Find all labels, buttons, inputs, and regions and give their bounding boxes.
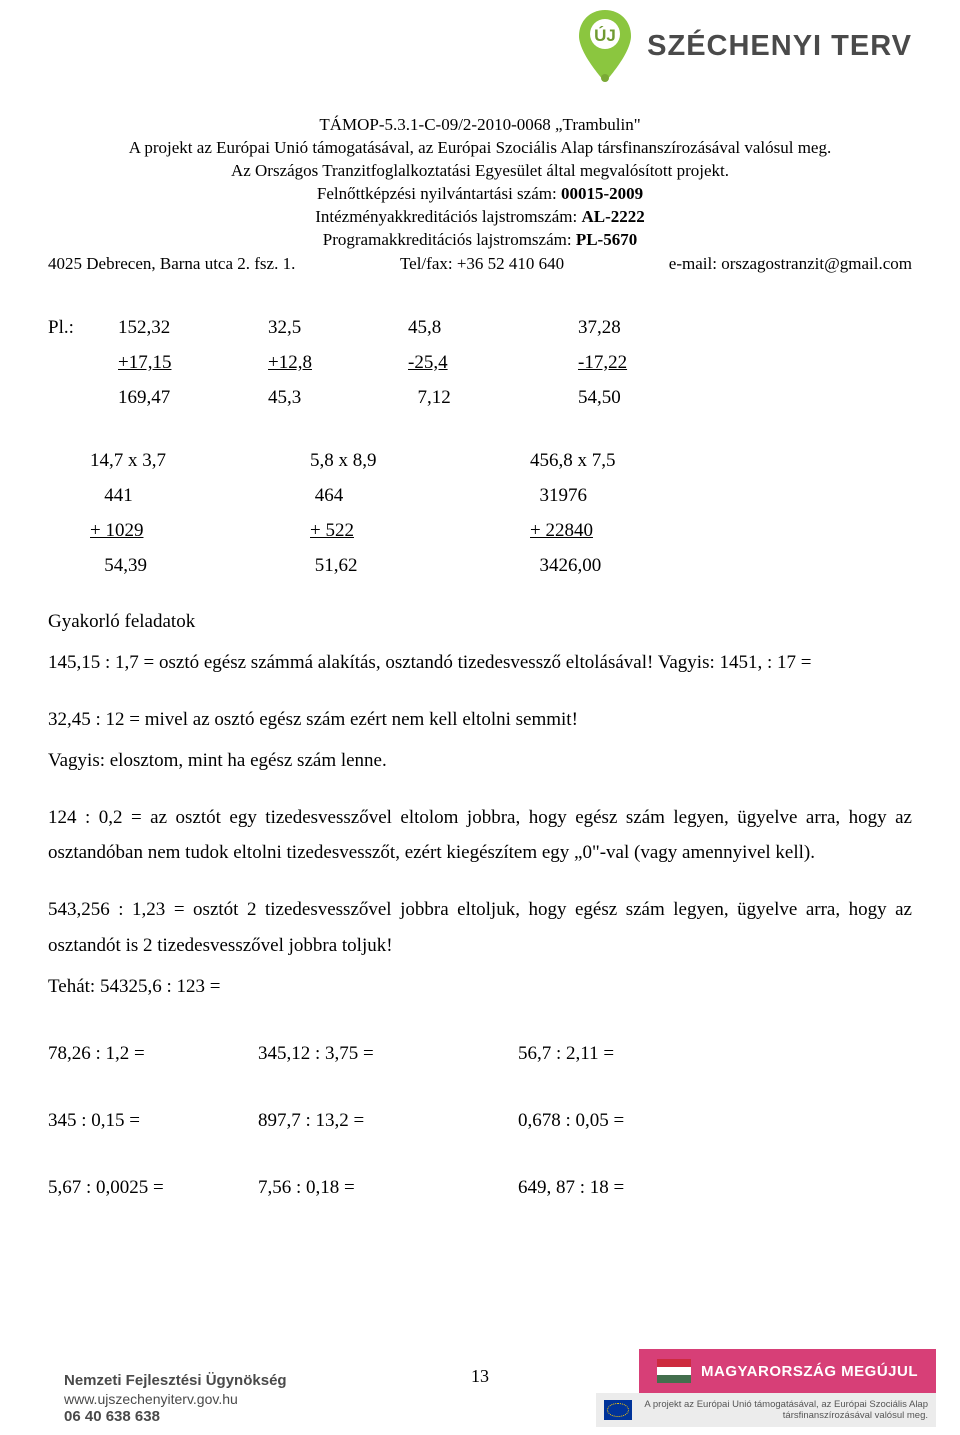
calc2-col1: 14,7 x 3,7 441 + 1029 54,39 <box>90 443 310 584</box>
calc1-col3: 45,8 -25,4 7,12 <box>408 310 578 415</box>
logo-title: SZÉCHENYI TERV <box>647 30 912 63</box>
ex-r1-c: 56,7 : 2,11 = <box>518 1036 738 1071</box>
paragraph-4: 124 : 0,2 = az osztót egy tizedesvesszőv… <box>48 800 912 870</box>
header-l4-value: 00015-2009 <box>561 184 643 203</box>
footer-agency: Nemzeti Fejlesztési Ügynökség <box>64 1372 287 1391</box>
gyakorlo-label: Gyakorló feladatok <box>48 604 912 639</box>
paragraph-3: Vagyis: elosztom, mint ha egész szám len… <box>48 743 912 778</box>
document-header: TÁMOP-5.3.1-C-09/2-2010-0068 „Trambulin"… <box>48 114 912 252</box>
paragraph-1: 145,15 : 1,7 = osztó egész számmá alakít… <box>48 645 912 680</box>
header-l5-value: AL-2222 <box>581 207 644 226</box>
contact-telfax: Tel/fax: +36 52 410 640 <box>400 254 564 274</box>
ex-r3-c: 649, 87 : 18 = <box>518 1170 738 1205</box>
ex-r3-b: 7,56 : 0,18 = <box>258 1170 518 1205</box>
contact-address: 4025 Debrecen, Barna utca 2. fsz. 1. <box>48 254 295 274</box>
header-line-2: A projekt az Európai Unió támogatásával,… <box>48 137 912 160</box>
footer-phone: 06 40 638 638 <box>64 1408 287 1427</box>
calc2-col3: 456,8 x 7,5 31976 + 22840 3426,00 <box>530 443 730 584</box>
eu-flag-icon <box>604 1400 632 1420</box>
calc1-col4: 37,28 -17,22 54,50 <box>578 310 728 415</box>
paragraph-6: Tehát: 54325,6 : 123 = <box>48 969 912 1004</box>
calc1-label: Pl.: <box>48 310 118 415</box>
ex-r1-b: 345,12 : 3,75 = <box>258 1036 518 1071</box>
badge-text: MAGYARORSZÁG MEGÚJUL <box>701 1363 918 1380</box>
calc1-col1: 152,32 +17,15 169,47 <box>118 310 268 415</box>
contact-line: 4025 Debrecen, Barna utca 2. fsz. 1. Tel… <box>48 254 912 274</box>
megujul-badge: MAGYARORSZÁG MEGÚJUL <box>639 1349 936 1393</box>
calc-block-2: 14,7 x 3,7 441 + 1029 54,39 5,8 x 8,9 46… <box>90 443 912 584</box>
logo-pin-icon: ÚJ <box>573 6 637 86</box>
szechenyi-logo: ÚJ SZÉCHENYI TERV <box>573 6 912 86</box>
footer-subline-text: A projekt az Európai Unió támogatásával,… <box>640 1399 928 1421</box>
paragraph-2: 32,45 : 12 = mivel az osztó egész szám e… <box>48 702 912 737</box>
header-line-1: TÁMOP-5.3.1-C-09/2-2010-0068 „Trambulin" <box>48 114 912 137</box>
header-l6-label: Programakkreditációs lajstromszám: <box>323 230 576 249</box>
footer-left: Nemzeti Fejlesztési Ügynökség www.ujszec… <box>64 1372 287 1427</box>
page-footer: Nemzeti Fejlesztési Ügynökség www.ujszec… <box>0 1349 960 1427</box>
calc-block-1: Pl.: 152,32 +17,15 169,47 32,5 +12,8 45,… <box>48 310 912 415</box>
exercise-row-1: 78,26 : 1,2 = 345,12 : 3,75 = 56,7 : 2,1… <box>48 1036 912 1071</box>
exercise-row-2: 345 : 0,15 = 897,7 : 13,2 = 0,678 : 0,05… <box>48 1103 912 1138</box>
calc1-col2: 32,5 +12,8 45,3 <box>268 310 408 415</box>
header-line-3: Az Országos Tranzitfoglalkoztatási Egyes… <box>48 160 912 183</box>
header-line-4: Felnőttképzési nyilvántartási szám: 0001… <box>48 183 912 206</box>
contact-email: e-mail: orszagostranzit@gmail.com <box>669 254 912 274</box>
footer-url: www.ujszechenyiterv.gov.hu <box>64 1391 287 1409</box>
svg-text:ÚJ: ÚJ <box>594 26 616 45</box>
ex-r1-a: 78,26 : 1,2 = <box>48 1036 258 1071</box>
calc2-col2: 5,8 x 8,9 464 + 522 51,62 <box>310 443 530 584</box>
footer-right: MAGYARORSZÁG MEGÚJUL A projekt az Európa… <box>596 1349 936 1427</box>
ex-r2-a: 345 : 0,15 = <box>48 1103 258 1138</box>
hungary-flag-icon <box>657 1359 691 1383</box>
paragraph-5: 543,256 : 1,23 = osztót 2 tizedesvesszőv… <box>48 892 912 962</box>
header-l4-label: Felnőttképzési nyilvántartási szám: <box>317 184 561 203</box>
ex-r2-b: 897,7 : 13,2 = <box>258 1103 518 1138</box>
footer-subline: A projekt az Európai Unió támogatásával,… <box>596 1393 936 1427</box>
header-line-6: Programakkreditációs lajstromszám: PL-56… <box>48 229 912 252</box>
header-l5-label: Intézményakkreditációs lajstromszám: <box>315 207 581 226</box>
exercise-row-3: 5,67 : 0,0025 = 7,56 : 0,18 = 649, 87 : … <box>48 1170 912 1205</box>
ex-r3-a: 5,67 : 0,0025 = <box>48 1170 258 1205</box>
header-l6-value: PL-5670 <box>576 230 637 249</box>
ex-r2-c: 0,678 : 0,05 = <box>518 1103 738 1138</box>
header-line-5: Intézményakkreditációs lajstromszám: AL-… <box>48 206 912 229</box>
